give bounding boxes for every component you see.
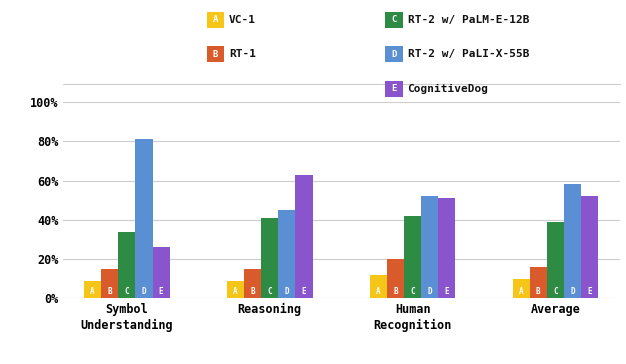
Bar <box>404 216 421 298</box>
Bar <box>261 218 279 298</box>
Text: D: D <box>570 287 575 296</box>
Bar <box>279 210 295 298</box>
Text: E: E <box>159 287 163 296</box>
Text: CognitiveDog: CognitiveDog <box>408 84 488 94</box>
Bar <box>387 259 404 298</box>
Text: B: B <box>536 287 541 296</box>
Bar <box>101 269 118 298</box>
Bar <box>370 275 387 298</box>
Text: B: B <box>250 287 255 296</box>
Text: RT-1: RT-1 <box>229 49 256 59</box>
Text: D: D <box>391 50 396 59</box>
Text: B: B <box>213 50 218 59</box>
Text: C: C <box>267 287 272 296</box>
Text: D: D <box>141 287 146 296</box>
Text: A: A <box>519 287 523 296</box>
Bar <box>438 198 456 298</box>
Text: VC-1: VC-1 <box>229 15 256 25</box>
Text: A: A <box>376 287 381 296</box>
Text: C: C <box>125 287 129 296</box>
Text: E: E <box>391 84 396 93</box>
Text: RT-2 w/ PaLM-E-12B: RT-2 w/ PaLM-E-12B <box>408 15 529 25</box>
Bar <box>564 185 581 298</box>
Bar <box>295 175 312 298</box>
Bar <box>244 269 261 298</box>
Bar <box>581 196 598 298</box>
Text: C: C <box>410 287 415 296</box>
Text: E: E <box>302 287 306 296</box>
Text: C: C <box>553 287 558 296</box>
Text: D: D <box>428 287 432 296</box>
Text: B: B <box>393 287 398 296</box>
Text: E: E <box>587 287 592 296</box>
Bar <box>84 281 101 298</box>
Bar <box>118 232 135 298</box>
Text: B: B <box>108 287 112 296</box>
Bar <box>513 279 530 298</box>
Text: E: E <box>444 287 449 296</box>
Bar <box>227 281 244 298</box>
Text: A: A <box>90 287 95 296</box>
Text: D: D <box>285 287 289 296</box>
Bar <box>153 248 170 298</box>
Bar <box>135 139 153 298</box>
Text: A: A <box>213 15 218 24</box>
Text: C: C <box>391 15 396 24</box>
Bar <box>421 196 438 298</box>
Text: RT-2 w/ PaLI-X-55B: RT-2 w/ PaLI-X-55B <box>408 49 529 59</box>
Bar <box>530 267 547 298</box>
Text: A: A <box>233 287 238 296</box>
Bar <box>547 222 564 298</box>
